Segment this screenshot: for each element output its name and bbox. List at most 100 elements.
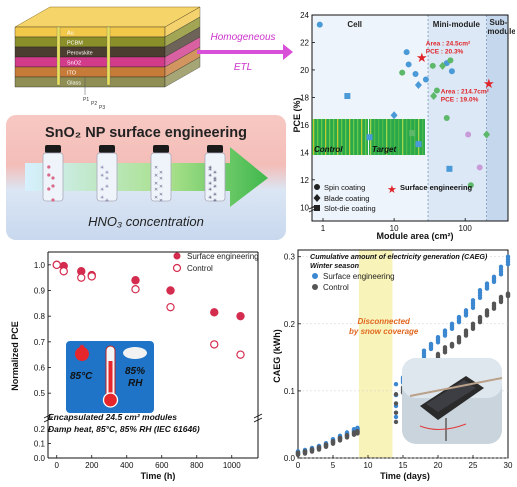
- point-control-c-24-3: [491, 306, 497, 311]
- layer-label-pcbm: PCBM: [67, 41, 83, 47]
- svg-text:✕: ✕: [154, 165, 158, 171]
- xtick-label-a: 10: [390, 224, 399, 233]
- axis-break-b-right: [253, 413, 263, 423]
- point-control-7: [236, 350, 245, 359]
- thermo-temp: 85°C: [70, 371, 93, 382]
- normalized-pce-chart: 0.0 0.1 0.2 0.5 0.6 0.7 0.8 0.9 1.0 0 200 400 600 800…: [10, 246, 268, 484]
- outdoor-module-photo: [402, 358, 503, 444]
- svg-text:✹: ✹: [79, 343, 86, 352]
- point-square-0: [344, 93, 351, 100]
- point-surface-c-16-3: [435, 340, 441, 345]
- annotation-2-line2: PCE : 19.0%: [441, 97, 479, 104]
- ytick-label-a: 10: [300, 203, 309, 212]
- ytick-label-b: 0.1: [34, 440, 46, 449]
- point-control-c-17-3: [442, 350, 448, 355]
- svg-text:✕: ✕: [154, 173, 158, 179]
- point-circle-11: [443, 115, 450, 121]
- legend-label-slot: Slot-die coating: [324, 204, 376, 213]
- surface-engineering-title: SnO₂ NP surface engineering: [45, 125, 247, 141]
- legend-label-blade: Blade coating: [324, 194, 369, 203]
- ytick-label-b: 0.8: [34, 312, 46, 321]
- point-diamond-0: [390, 111, 398, 120]
- xtick-label-b: 200: [85, 461, 99, 470]
- point-surface-5: [166, 286, 175, 295]
- legend-marker-control: [172, 263, 182, 273]
- damp-heat-icon: ✹ 85°C 85% RH: [66, 341, 154, 413]
- contact-label-p3: P3: [99, 105, 105, 111]
- sun-icon: [75, 347, 89, 361]
- point-square-1: [366, 134, 373, 141]
- ytick-label-a: 24: [300, 11, 309, 20]
- xtick-label-c: 0: [296, 461, 301, 470]
- xtick-label-a: 100: [459, 224, 473, 233]
- point-control-c-4-3: [323, 444, 329, 450]
- point-control-1: [59, 267, 68, 276]
- legend-marker-control-c: [312, 284, 318, 290]
- point-diamond-2: [439, 61, 447, 70]
- xtick-label-c: 15: [399, 461, 408, 470]
- thermo-humidity-2: RH: [128, 378, 143, 389]
- svg-text:✳: ✳: [213, 184, 217, 190]
- layer-front-glass: [14, 76, 166, 88]
- svg-text:✳: ✳: [213, 178, 217, 184]
- layer-label-sno2: SnO2: [67, 61, 81, 67]
- region-label-sub-module-2: module: [487, 27, 515, 36]
- ylabel-caeg: CAEG (kWh): [272, 329, 282, 383]
- point-circle-10: [433, 87, 440, 94]
- point-circle-14: [467, 182, 474, 189]
- ytick-label-a: 14: [300, 148, 309, 157]
- xtick-label-b: 400: [120, 461, 134, 470]
- point-control-6: [210, 340, 219, 349]
- svg-text:✳: ✳: [100, 195, 104, 201]
- legend-label-surface-b: Surface engineering: [187, 252, 259, 261]
- point-square-4: [415, 141, 422, 148]
- point-surface-c-18-3: [449, 326, 455, 332]
- xlabel-time-h: Time (h): [141, 471, 176, 481]
- svg-text:✳: ✳: [213, 198, 217, 204]
- point-control-c-25-3: [498, 299, 504, 305]
- point-circle-3: [405, 61, 412, 68]
- point-surface-c-21-3: [470, 305, 476, 311]
- point-circle-2: [399, 69, 406, 76]
- region-label-sub-module-1: Sub-: [490, 18, 508, 27]
- ytick-label-b: 0.2: [34, 425, 46, 434]
- vials-illustration: ✳✳✳✳✳✳✳✳✕✕✕✕✕✕✕✕✕✕✳✳✳✳✳✳✳✳✳✳✳✳: [25, 145, 268, 207]
- caeg-chart: 0.0 0.1 0.2 0.3 0 5 10 15 20 25 30 Cumulative amou…: [272, 249, 513, 481]
- xtick-label-b: 1000: [223, 461, 241, 470]
- snow-label-1: Disconnected: [357, 317, 411, 326]
- legend-label-control-b: Control: [187, 264, 213, 273]
- point-control-0: [52, 260, 61, 270]
- region-mini-module: [428, 15, 487, 221]
- ytick-label-b: 0.5: [34, 389, 46, 398]
- ytick-label-a: 16: [300, 121, 309, 130]
- xtick-label-c: 5: [331, 461, 336, 470]
- point-control-c-0-3: [295, 452, 301, 458]
- legend-caeg: Surface engineering Control: [312, 272, 395, 292]
- point-surface-c-22-3: [477, 295, 483, 301]
- xtick-label-b: 0: [55, 461, 60, 470]
- ytick-label-a: 22: [300, 38, 309, 47]
- layer-label-perovskite: Perovskite: [67, 51, 93, 57]
- point-surface-6: [210, 308, 219, 317]
- ytick-label-c: 0.1: [284, 387, 296, 396]
- snow-label-2: by snow coverage: [349, 327, 419, 336]
- xlabel-days: Time (days): [380, 471, 430, 481]
- concentration-arrow-icon: [25, 147, 268, 207]
- scribe-line-2: [106, 26, 111, 86]
- point-surface-c-25-3: [498, 272, 504, 277]
- point-circle-5: [429, 62, 436, 69]
- ytick-label-c: 0.2: [284, 320, 296, 329]
- point-surface-7: [236, 311, 245, 321]
- point-control-c-10-0: [393, 392, 399, 397]
- point-surface-c-19-3: [456, 319, 462, 325]
- legend-marker-star: ★: [387, 184, 397, 196]
- annotation-1-line1: Area : 24.5cm²: [426, 41, 471, 48]
- point-control-c-8-3: [351, 432, 357, 437]
- xtick-label-c: 10: [364, 461, 373, 470]
- snow-region: [358, 250, 393, 458]
- thermo-humidity-1: 85%: [125, 366, 145, 377]
- ytick-label-b: 0.0: [34, 454, 46, 463]
- point-diamond-3: [430, 92, 438, 101]
- svg-text:✳: ✳: [208, 173, 212, 179]
- xtick-label-c: 20: [434, 461, 443, 470]
